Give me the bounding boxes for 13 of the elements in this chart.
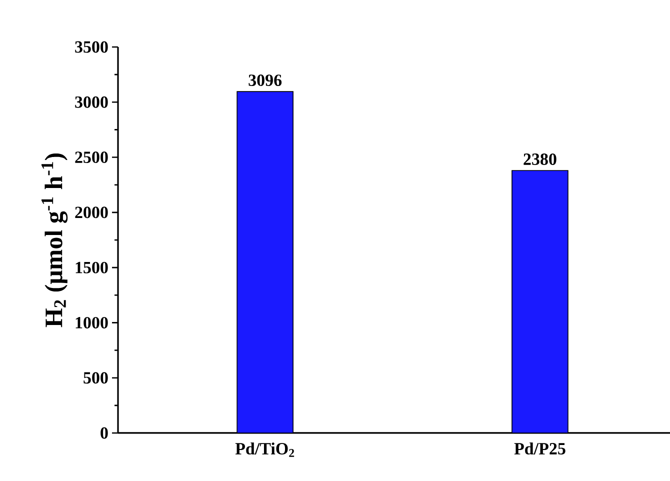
x-tick-label: Pd/TiO$_{2}$ xyxy=(235,442,294,457)
y-tick-label: 3500 xyxy=(75,41,108,53)
data-label: 2380 xyxy=(524,154,556,165)
y-tick-label: 500 xyxy=(84,372,108,384)
y-tick-label: 1000 xyxy=(76,316,108,328)
y-tick-label: 0 xyxy=(100,427,108,439)
data-label: 3096 xyxy=(248,74,282,86)
x-tick-label: Pd/P25 xyxy=(514,442,566,454)
y-tick-label: 2000 xyxy=(75,206,108,218)
y-tick-label: 2500 xyxy=(75,152,108,164)
y-tick-label: 1500 xyxy=(76,262,108,274)
y-axis-title: H$_{2}$ (μmol g$^{-1}$ h$^{-1}$) xyxy=(42,154,68,328)
y-tick-label: 3000 xyxy=(75,96,108,108)
